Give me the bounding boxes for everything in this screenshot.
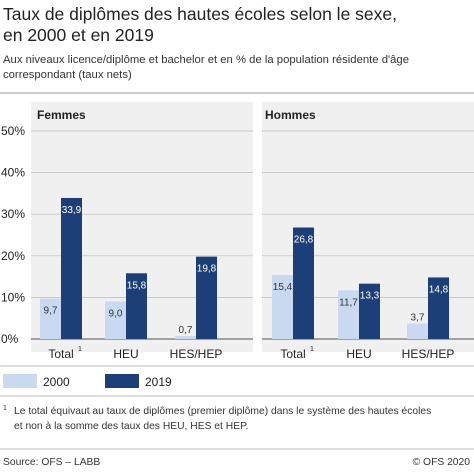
footnote-line1: Le total équivaut au taux de diplômes (p… <box>14 406 431 417</box>
panel-title-femmes: Femmes <box>37 108 86 122</box>
legend: 2000 2019 <box>3 374 172 389</box>
data-label-femmes-2019-2: 19,8 <box>197 264 217 275</box>
bar-femmes-2000-2 <box>175 336 196 339</box>
category-label: Total <box>280 347 305 361</box>
legend-label-2019: 2019 <box>145 375 172 389</box>
footnote-line2: et non à la somme des taux des HEU, HES … <box>14 421 248 432</box>
y-tick-label: 10% <box>1 290 25 304</box>
category-footnote-marker: 1 <box>78 346 82 353</box>
data-label-femmes-2019-1: 15,8 <box>127 280 147 291</box>
category-label: HEU <box>346 347 371 361</box>
y-tick-label: 50% <box>1 124 25 138</box>
bar-femmes-2000-1 <box>105 301 126 339</box>
data-label-hommes-2019-2: 14,8 <box>429 284 449 295</box>
plot-layer: 0% 10% 20% 30% 40% 50% Femmes 9,7 33,9 Total 1 9,0 1… <box>1 108 474 361</box>
bar-hommes-2019-1 <box>359 283 380 339</box>
footer-source: Source: OFS – LABB <box>3 457 100 468</box>
data-label-femmes-2000-1: 9,0 <box>109 309 123 320</box>
category-label: HEU <box>113 347 138 361</box>
bar-hommes-2000-2 <box>407 323 428 339</box>
legend-swatch-2000 <box>3 374 37 388</box>
category-label: HES/HEP <box>170 347 223 361</box>
bar-hommes-2019-2 <box>428 277 449 339</box>
bar-hommes-2000-1 <box>338 290 359 339</box>
bar-hommes-2019-0 <box>293 227 314 339</box>
chart-title-line2: en 2000 et en 2019 <box>3 25 154 45</box>
category-label: HES/HEP <box>402 347 455 361</box>
data-label-hommes-2019-1: 13,3 <box>360 291 380 302</box>
bar-hommes-2000-0 <box>272 274 293 339</box>
bar-femmes-2000-0 <box>40 298 61 339</box>
chart-subtitle-line1: Aux niveaux licence/diplôme et bachelor … <box>3 54 409 66</box>
y-tick-label: 20% <box>1 249 25 263</box>
footer-copyright: © OFS 2020 <box>413 457 471 468</box>
bar-femmes-2019-0 <box>61 197 82 339</box>
data-label-hommes-2019-0: 26,8 <box>294 235 314 246</box>
data-label-hommes-2000-2: 3,7 <box>411 313 425 324</box>
y-tick-label: 0% <box>1 332 19 346</box>
data-label-femmes-2019-0: 33,9 <box>62 205 82 216</box>
data-label-femmes-2000-2: 0,7 <box>179 325 193 336</box>
bar-femmes-2019-1 <box>126 273 147 339</box>
category-label: Total <box>48 347 73 361</box>
data-label-hommes-2000-0: 15,4 <box>273 282 293 293</box>
chart-subtitle-line2: correspondant (taux nets) <box>3 69 132 81</box>
data-label-femmes-2000-0: 9,7 <box>44 306 58 317</box>
y-tick-label: 30% <box>1 207 25 221</box>
panel-title-hommes: Hommes <box>265 108 316 122</box>
data-label-hommes-2000-1: 11,7 <box>339 297 358 308</box>
category-footnote-marker: 1 <box>310 346 314 353</box>
y-tick-label: 40% <box>1 166 25 180</box>
chart-title-line1: Taux de diplômes des hautes écoles selon… <box>3 4 397 24</box>
footnote-marker: 1 <box>3 405 7 412</box>
legend-label-2000: 2000 <box>43 375 70 389</box>
legend-swatch-2019 <box>105 374 139 388</box>
bar-femmes-2019-2 <box>196 256 217 339</box>
